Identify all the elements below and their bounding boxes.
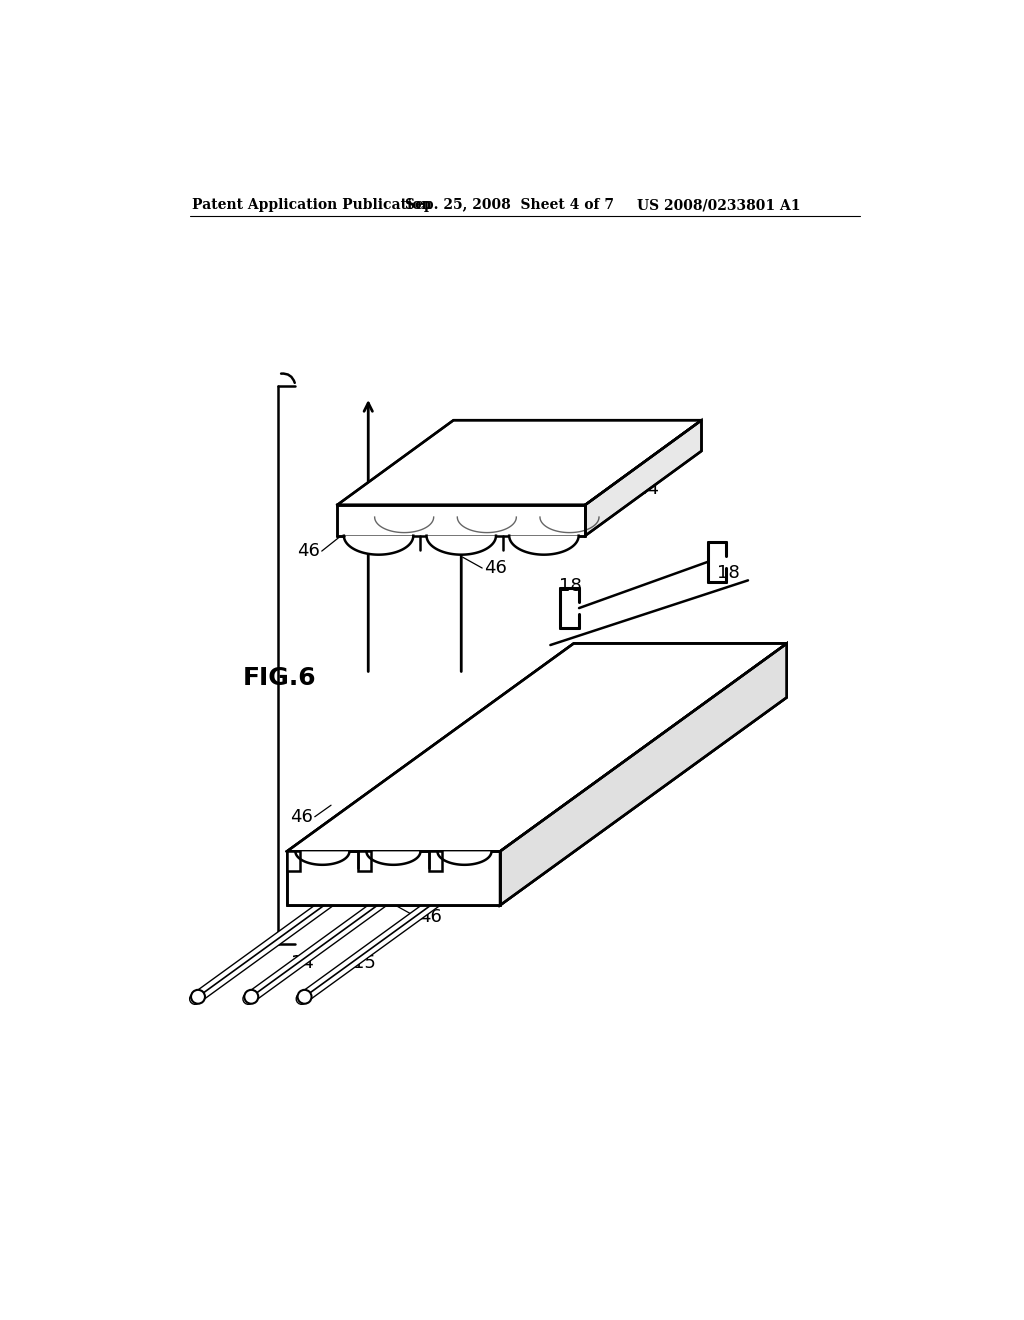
Text: 42: 42 <box>523 842 546 861</box>
Circle shape <box>298 990 311 1003</box>
Polygon shape <box>287 851 500 906</box>
Text: 15: 15 <box>352 954 376 972</box>
Polygon shape <box>586 420 701 536</box>
Polygon shape <box>337 420 701 506</box>
Text: 18: 18 <box>717 564 739 582</box>
Polygon shape <box>287 644 786 851</box>
Polygon shape <box>295 851 349 865</box>
Text: US 2008/0233801 A1: US 2008/0233801 A1 <box>637 198 801 213</box>
Polygon shape <box>427 536 496 554</box>
Polygon shape <box>358 851 371 871</box>
Circle shape <box>191 990 205 1003</box>
Text: 44: 44 <box>636 480 659 499</box>
Polygon shape <box>437 851 492 865</box>
Text: 46: 46 <box>484 560 507 577</box>
Polygon shape <box>287 644 786 851</box>
Text: 46: 46 <box>419 908 441 925</box>
Text: Sep. 25, 2008  Sheet 4 of 7: Sep. 25, 2008 Sheet 4 of 7 <box>404 198 613 213</box>
Text: FIG.6: FIG.6 <box>243 667 316 690</box>
Polygon shape <box>287 851 500 906</box>
Text: Patent Application Publication: Patent Application Publication <box>193 198 432 213</box>
Text: 46: 46 <box>297 543 321 560</box>
Polygon shape <box>344 536 414 554</box>
Circle shape <box>245 990 258 1003</box>
Text: 14: 14 <box>291 954 313 972</box>
Polygon shape <box>287 851 300 871</box>
Text: 46: 46 <box>290 808 312 826</box>
Polygon shape <box>367 851 421 865</box>
Polygon shape <box>500 644 786 906</box>
Polygon shape <box>500 644 786 906</box>
Text: 18: 18 <box>559 577 582 595</box>
Polygon shape <box>337 506 586 536</box>
Polygon shape <box>429 851 441 871</box>
Polygon shape <box>509 536 579 554</box>
